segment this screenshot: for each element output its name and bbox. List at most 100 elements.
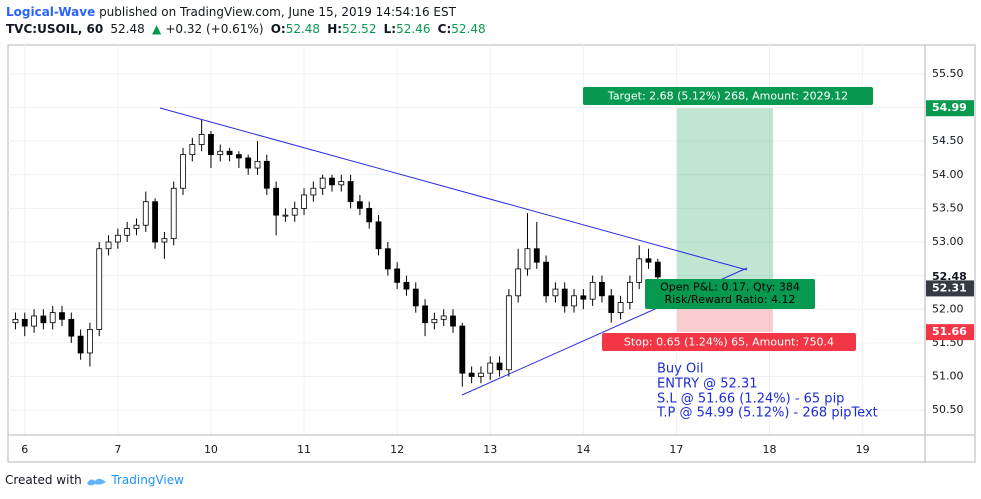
footer: Created with TradingView	[5, 473, 184, 487]
candle-body	[412, 288, 419, 307]
candle-body	[254, 160, 261, 169]
candle-body	[450, 315, 456, 327]
y-tick-label: 50.50	[932, 403, 964, 416]
arrow: ▲	[151, 22, 162, 36]
candle-body	[459, 325, 466, 374]
candle-body	[431, 318, 438, 324]
o-label: O:	[270, 22, 286, 36]
candle-body	[505, 295, 512, 371]
candle-body	[310, 187, 317, 196]
candle-body	[589, 281, 596, 300]
candle-body	[40, 315, 47, 324]
y-tick-label: 53.50	[932, 201, 964, 214]
pnl-box	[645, 279, 815, 309]
candle-body	[515, 268, 522, 297]
candle-body	[608, 295, 615, 314]
x-tick-label: 17	[669, 443, 683, 456]
candle-body	[263, 160, 270, 189]
price-label: 52.48	[932, 270, 967, 283]
candle-body	[189, 144, 196, 156]
candle-body	[301, 194, 307, 209]
candle-body	[170, 187, 177, 240]
candles	[12, 119, 661, 387]
y-tick-label: 55.50	[932, 67, 964, 80]
change: +0.32 (+0.61%)	[165, 22, 264, 36]
price-label-box	[926, 280, 974, 297]
candle-body	[580, 295, 587, 300]
note: Buy Oil ENTRY @ 52.31 S.L @ 51.66 (1.24%…	[656, 362, 878, 421]
candle-body	[375, 221, 382, 250]
candle-body	[329, 177, 335, 186]
o: 52.48	[285, 22, 321, 36]
candle-body	[599, 281, 605, 297]
candle-body	[338, 181, 345, 186]
candle-body	[68, 318, 75, 337]
candle-body	[124, 228, 131, 236]
x-tick-label: 14	[576, 443, 590, 456]
candle-body	[217, 150, 224, 156]
y-tick-label: 53.00	[932, 235, 964, 248]
y-tick-label: 52.00	[932, 302, 964, 315]
h: 52.52	[342, 22, 377, 36]
note-line: S.L @ 51.66 (1.24%) - 65 pip	[657, 392, 844, 407]
candle-body	[49, 312, 56, 324]
candle-body	[552, 288, 559, 297]
published: published on TradingView.com, June 15, 2…	[99, 5, 456, 19]
position-labels: Target: 2.68 (5.12%) 268, Amount: 2029.1…	[583, 87, 873, 351]
brand[interactable]: TradingView	[111, 473, 184, 487]
candle-body	[21, 318, 28, 327]
candle-body	[12, 318, 19, 324]
candle-body	[478, 372, 484, 377]
chart: 50.5051.0051.5052.0052.5053.0053.5054.00…	[7, 44, 976, 463]
logo	[86, 478, 106, 485]
candle-body	[487, 362, 494, 374]
header: Logical-Wave published on TradingView.co…	[6, 5, 459, 19]
candle-body	[366, 207, 373, 223]
candle-body	[273, 187, 280, 216]
candle-body	[319, 177, 326, 189]
candle-body	[208, 134, 214, 156]
target-zone	[677, 108, 773, 289]
symbol: TVC:USOIL, 60	[6, 22, 104, 36]
candle-body	[282, 214, 289, 217]
stop-box	[602, 333, 856, 351]
candle-body	[59, 312, 65, 320]
note-line: Buy Oil	[657, 362, 703, 377]
l: 52.46	[396, 22, 431, 36]
candle-body	[524, 248, 531, 270]
x-tick-label: 6	[21, 443, 28, 456]
price-label-box	[926, 324, 974, 341]
candle-body	[561, 288, 568, 307]
candle-body	[357, 201, 363, 209]
target-box	[583, 87, 873, 105]
candle-body	[114, 234, 121, 243]
x-tick-label: 11	[297, 443, 311, 456]
h-label: H:	[327, 22, 343, 36]
y-tick-label: 54.00	[932, 168, 964, 181]
y-tick-label: 51.00	[932, 370, 964, 383]
ratio-label: Risk/Reward Ratio: 4.12	[665, 293, 796, 306]
x-tick-label: 10	[204, 443, 218, 456]
candle-body	[617, 302, 624, 314]
candle-body	[235, 154, 242, 159]
candle-body	[440, 315, 447, 320]
candle-body	[626, 281, 633, 303]
candle-body	[645, 258, 652, 263]
trend-line-upper[interactable]	[159, 107, 748, 271]
candle-body	[394, 268, 401, 283]
candle-body	[105, 241, 112, 250]
candle-body	[468, 372, 475, 377]
candle-body	[133, 224, 140, 229]
target-label: Target: 2.68 (5.12%) 268, Amount: 2029.1…	[607, 90, 848, 103]
x-tick-label: 18	[763, 443, 777, 456]
candle-body	[533, 248, 540, 263]
author[interactable]: Logical-Wave	[6, 5, 96, 19]
footer-text: Created with	[5, 473, 82, 487]
note-line: T.P @ 54.99 (5.12%) - 268 pipText	[656, 406, 878, 421]
candle-body	[291, 207, 298, 216]
candle-body	[161, 238, 168, 243]
c-label: C:	[437, 22, 452, 36]
price-label: 51.66	[932, 325, 967, 338]
candle-body	[245, 157, 252, 169]
